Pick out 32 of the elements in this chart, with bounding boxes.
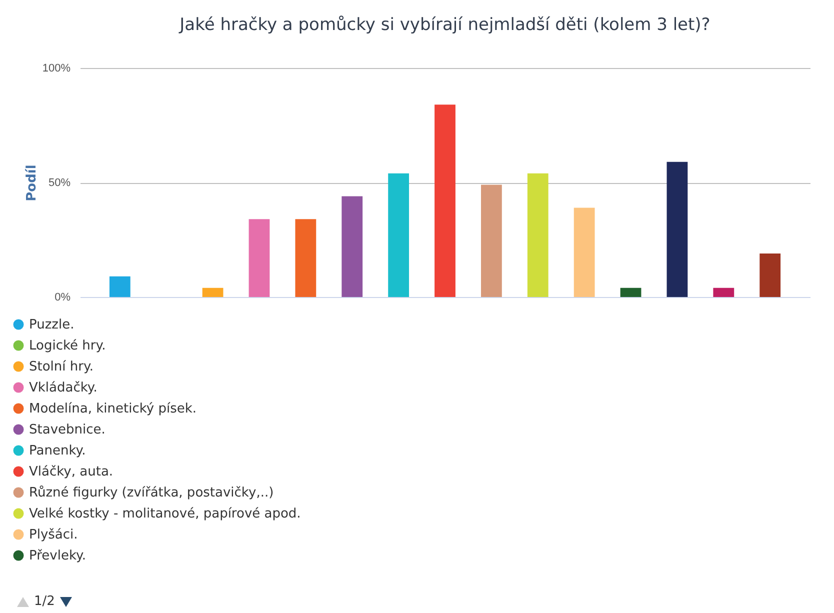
bar xyxy=(527,173,548,297)
bar xyxy=(574,208,595,297)
y-axis-title: Podíl xyxy=(24,164,40,202)
y-tick-label: 50% xyxy=(48,177,71,189)
bar xyxy=(666,162,688,297)
bar xyxy=(109,276,130,297)
legend-label: Různé figurky (zvířátka, postavičky,..) xyxy=(29,484,274,500)
y-tick-label: 0% xyxy=(54,292,71,304)
bar xyxy=(295,219,316,297)
legend-label: Velké kostky - molitanové, papírové apod. xyxy=(29,506,301,522)
bar xyxy=(480,184,502,297)
bar xyxy=(342,196,363,297)
legend-label: Puzzle. xyxy=(29,318,74,332)
legend-label: Stolní hry. xyxy=(29,360,94,374)
bar xyxy=(248,219,270,297)
bar xyxy=(713,288,734,297)
legend-label: Panenky. xyxy=(29,444,86,458)
legend-label: Plyšáci. xyxy=(29,528,78,542)
chart-title: Jaké hračky a pomůcky si vybírají nejmladší děti (kolem 3 let)? xyxy=(178,15,710,35)
legend-label: Vláčky, auta. xyxy=(29,464,114,480)
legend-label: Vkládačky. xyxy=(29,380,98,396)
y-tick-label: 100% xyxy=(42,62,71,74)
legend-label: Logické hry. xyxy=(29,338,106,354)
bar xyxy=(620,288,642,297)
bar xyxy=(388,173,410,297)
bar xyxy=(434,104,456,297)
bar xyxy=(760,253,781,297)
legend-label: Převleky. xyxy=(29,548,86,564)
text: 1/2 xyxy=(34,594,55,609)
bar xyxy=(202,288,224,297)
legend-label: Stavebnice. xyxy=(29,422,106,438)
legend-label: Modelína, kinetický písek. xyxy=(29,402,197,416)
